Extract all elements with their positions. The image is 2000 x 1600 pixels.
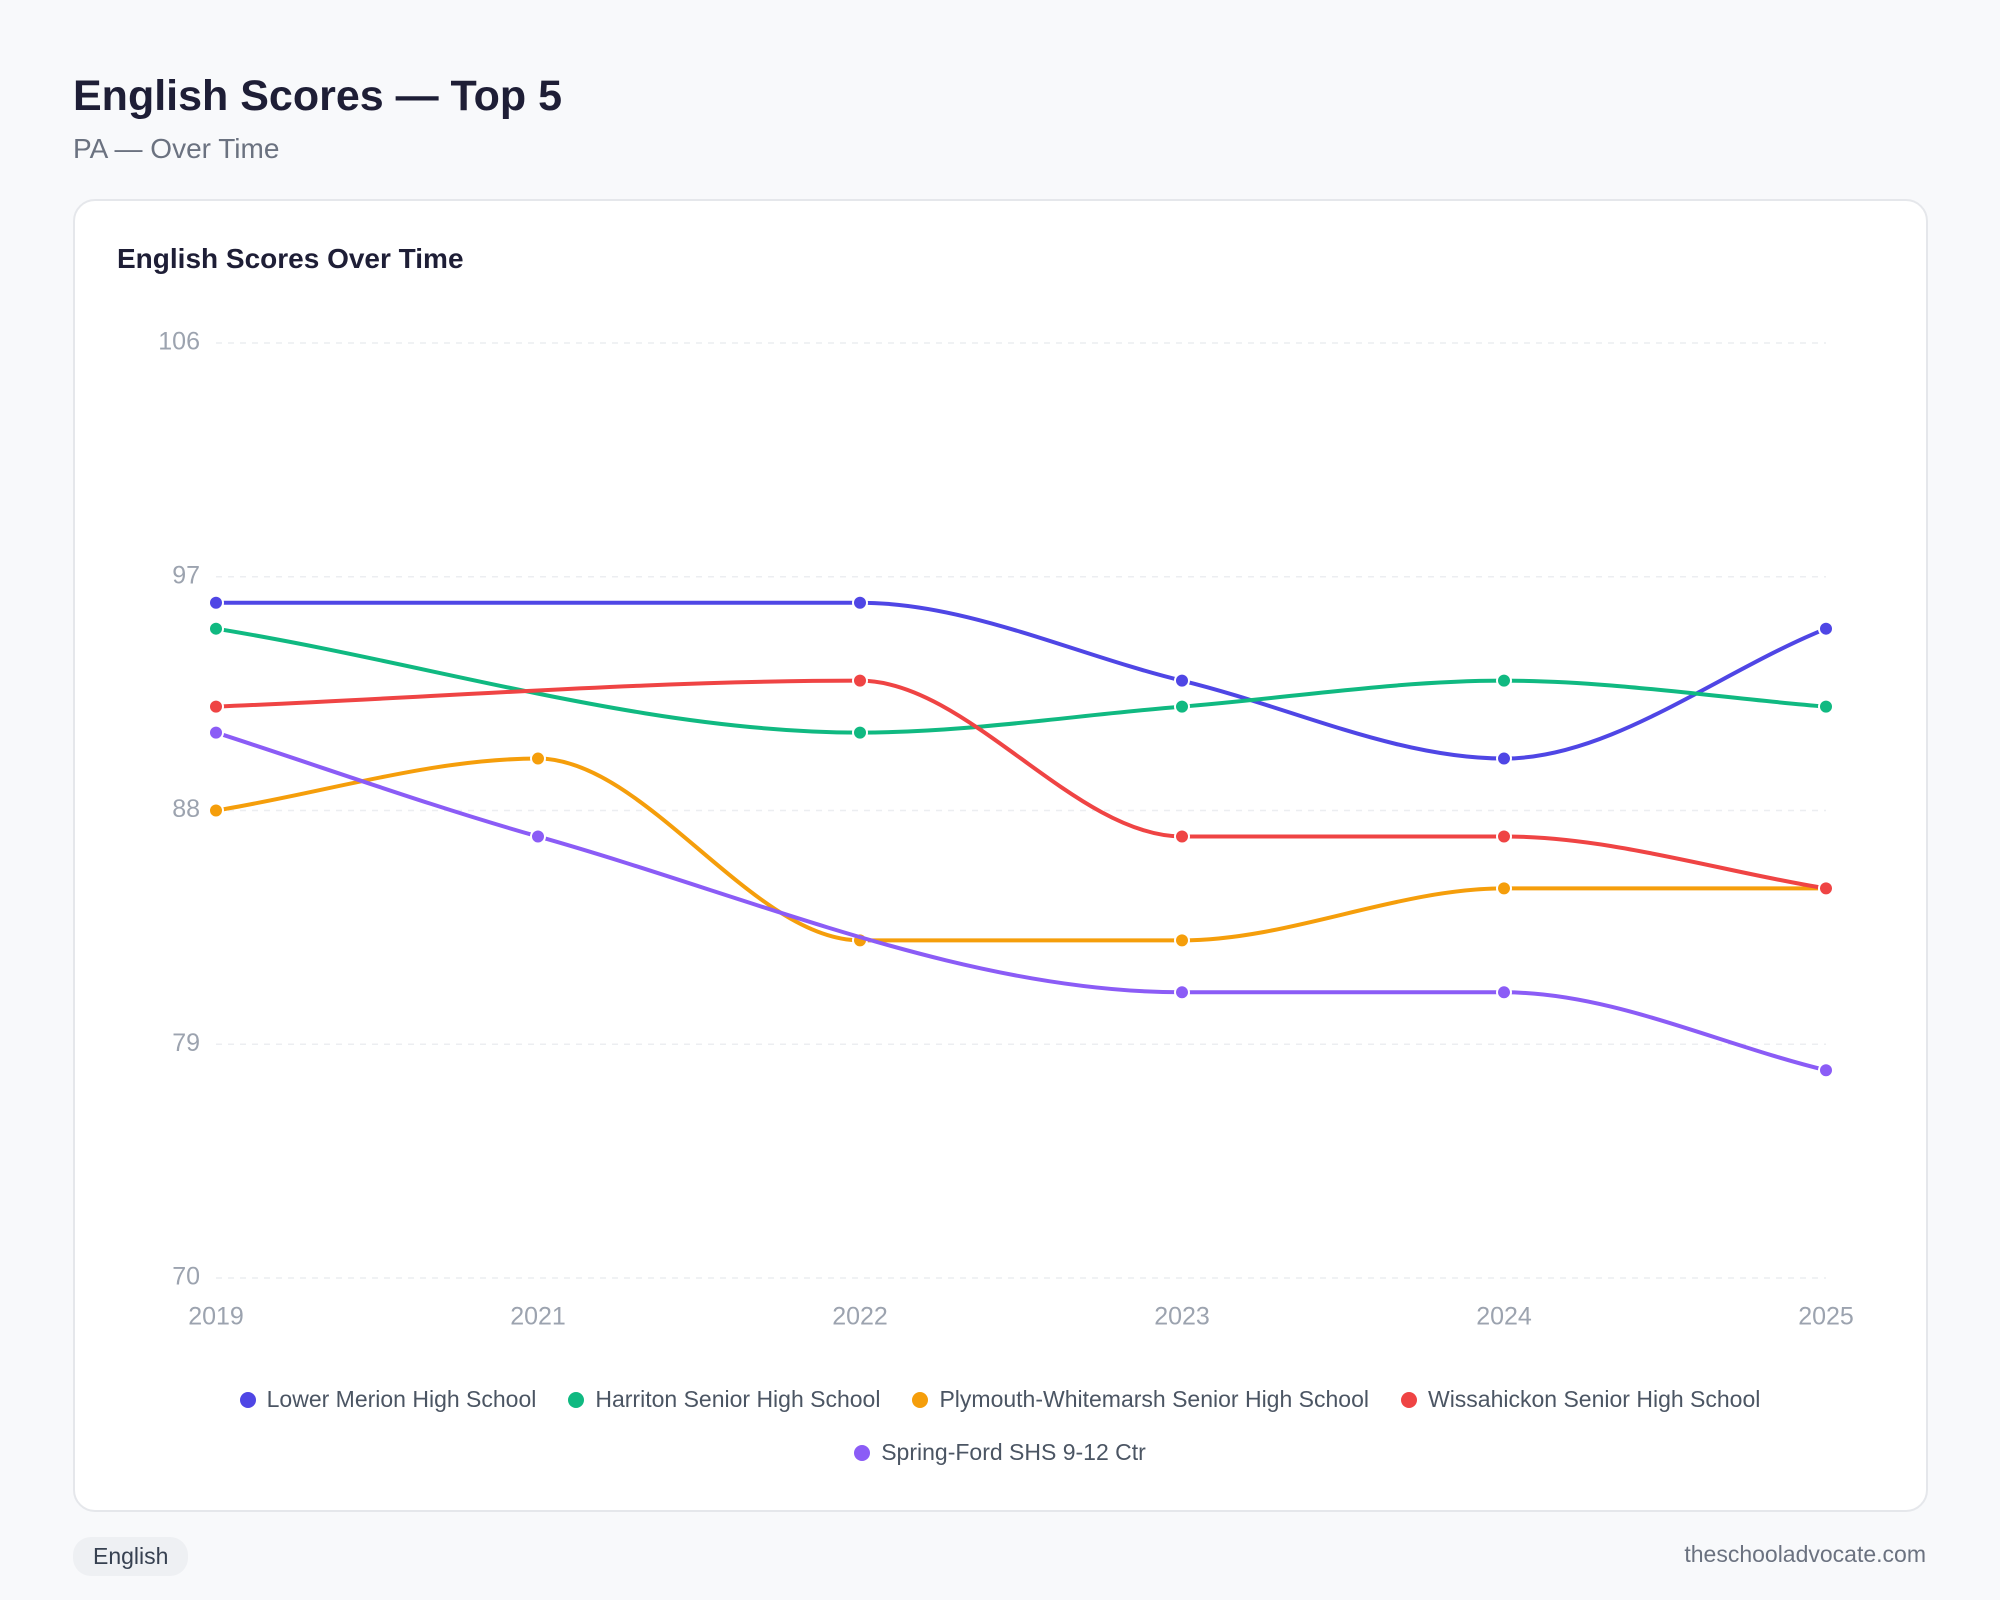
chart-title: English Scores Over Time (117, 243, 464, 274)
x-tick-label: 2025 (1798, 1303, 1854, 1331)
x-tick-label: 2019 (188, 1303, 244, 1331)
data-point (1496, 828, 1512, 845)
legend-label: Plymouth-Whitemarsh Senior High School (939, 1386, 1369, 1412)
legend-item[interactable]: Lower Merion High School (239, 1386, 537, 1413)
legend-marker (568, 1391, 585, 1408)
legend-item[interactable]: Wissahickon Senior High School (1400, 1386, 1761, 1413)
data-point (1818, 1062, 1834, 1079)
data-point (1818, 620, 1834, 637)
series-line (215, 678, 1827, 891)
data-point (1496, 880, 1512, 897)
legend-item[interactable]: Plymouth-Whitemarsh Senior High School (912, 1386, 1369, 1413)
page-title: English Scores — Top 5 (73, 72, 563, 120)
data-point (208, 698, 224, 715)
legend-marker (854, 1444, 871, 1461)
data-point (208, 724, 224, 741)
series-line (215, 756, 1826, 943)
data-point (852, 672, 868, 689)
y-tick-label: 70 (172, 1263, 200, 1291)
x-tick-label: 2022 (832, 1303, 888, 1331)
data-point (1496, 672, 1512, 689)
data-point (1818, 880, 1834, 897)
legend-item[interactable]: Harriton Senior High School (568, 1386, 880, 1413)
legend-item[interactable]: Spring-Ford SHS 9-12 Ctr (854, 1439, 1146, 1466)
chart-card: 70 79 88 97 106 2019 2021 2022 2023 2024 2025 Engl… (73, 199, 1928, 1512)
series-line (215, 730, 1827, 1073)
subject-tag: English (73, 1537, 189, 1576)
legend-marker (912, 1391, 929, 1408)
source-link[interactable]: theschooladvocate.com (1684, 1541, 1926, 1567)
y-tick-label: 106 (158, 328, 200, 356)
data-point (852, 724, 868, 741)
data-point (208, 620, 224, 637)
y-tick-label: 88 (172, 795, 200, 823)
data-point (1496, 984, 1512, 1001)
data-point (1818, 698, 1834, 715)
y-tick-label: 97 (172, 561, 200, 589)
series-line (215, 626, 1827, 735)
data-point (1174, 698, 1190, 715)
x-tick-label: 2023 (1154, 1303, 1210, 1331)
data-point (1174, 828, 1190, 845)
legend-label: Harriton Senior High School (595, 1386, 881, 1412)
legend-label: Lower Merion High School (266, 1386, 537, 1412)
legend: Lower Merion High School Harriton Senior … (200, 1386, 1800, 1466)
x-tick-label: 2021 (510, 1303, 566, 1331)
data-point (530, 750, 546, 767)
data-point (1174, 932, 1190, 949)
series-line (216, 600, 1827, 761)
data-point (208, 802, 224, 819)
legend-label: Wissahickon Senior High School (1427, 1386, 1761, 1412)
page-subtitle: PA — Over Time (73, 133, 280, 164)
data-point (530, 828, 546, 845)
data-point (208, 594, 224, 611)
data-point (1496, 750, 1512, 767)
data-point (852, 594, 868, 611)
x-tick-label: 2024 (1476, 1303, 1532, 1331)
chart: 70 79 88 97 106 2019 2021 2022 2023 2024 2025 (158, 328, 1854, 1331)
legend-label: Spring-Ford SHS 9-12 Ctr (881, 1439, 1146, 1465)
legend-marker (239, 1391, 256, 1408)
data-point (1174, 984, 1190, 1001)
legend-marker (1400, 1391, 1417, 1408)
data-point (1174, 672, 1190, 689)
y-tick-label: 79 (172, 1029, 200, 1057)
